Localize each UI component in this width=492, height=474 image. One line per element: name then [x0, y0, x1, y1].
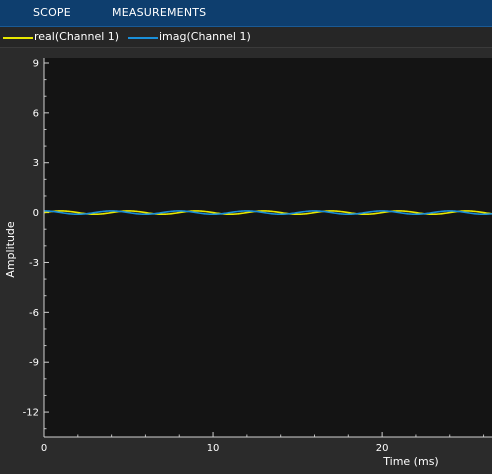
tab-measurements[interactable]: MEASUREMENTS: [112, 0, 206, 26]
y-tick-label: -6: [29, 308, 39, 319]
y-tick-label: -12: [23, 408, 39, 419]
toolstrip: SCOPE MEASUREMENTS: [0, 0, 492, 27]
legend: real(Channel 1) imag(Channel 1): [0, 27, 492, 48]
y-tick-label: 9: [33, 58, 39, 69]
plot-panel: 9 6 3 0 -3 -6 -9 -12 0 10 20 Amplitude Time (ms): [0, 48, 492, 474]
x-tick-label: 10: [207, 443, 220, 454]
time-scope-chart[interactable]: 9 6 3 0 -3 -6 -9 -12 0 10 20 Amplitude Time (ms): [0, 48, 492, 474]
plot-area[interactable]: [44, 58, 492, 437]
y-axis-label: Amplitude: [4, 221, 17, 278]
y-tick-label: 0: [33, 208, 39, 219]
x-axis-label: Time (ms): [382, 455, 438, 468]
legend-swatch-real: [3, 37, 33, 39]
y-tick-label: 6: [33, 108, 39, 119]
y-tick-label: 3: [33, 158, 39, 169]
legend-label-real: real(Channel 1): [34, 30, 119, 43]
x-tick-label: 20: [376, 443, 389, 454]
x-tick-label: 0: [41, 443, 47, 454]
y-tick-label: -9: [29, 358, 39, 369]
y-tick-label: -3: [29, 258, 39, 269]
tab-scope[interactable]: SCOPE: [33, 0, 71, 26]
legend-label-imag: imag(Channel 1): [159, 30, 251, 43]
legend-swatch-imag: [128, 37, 158, 39]
